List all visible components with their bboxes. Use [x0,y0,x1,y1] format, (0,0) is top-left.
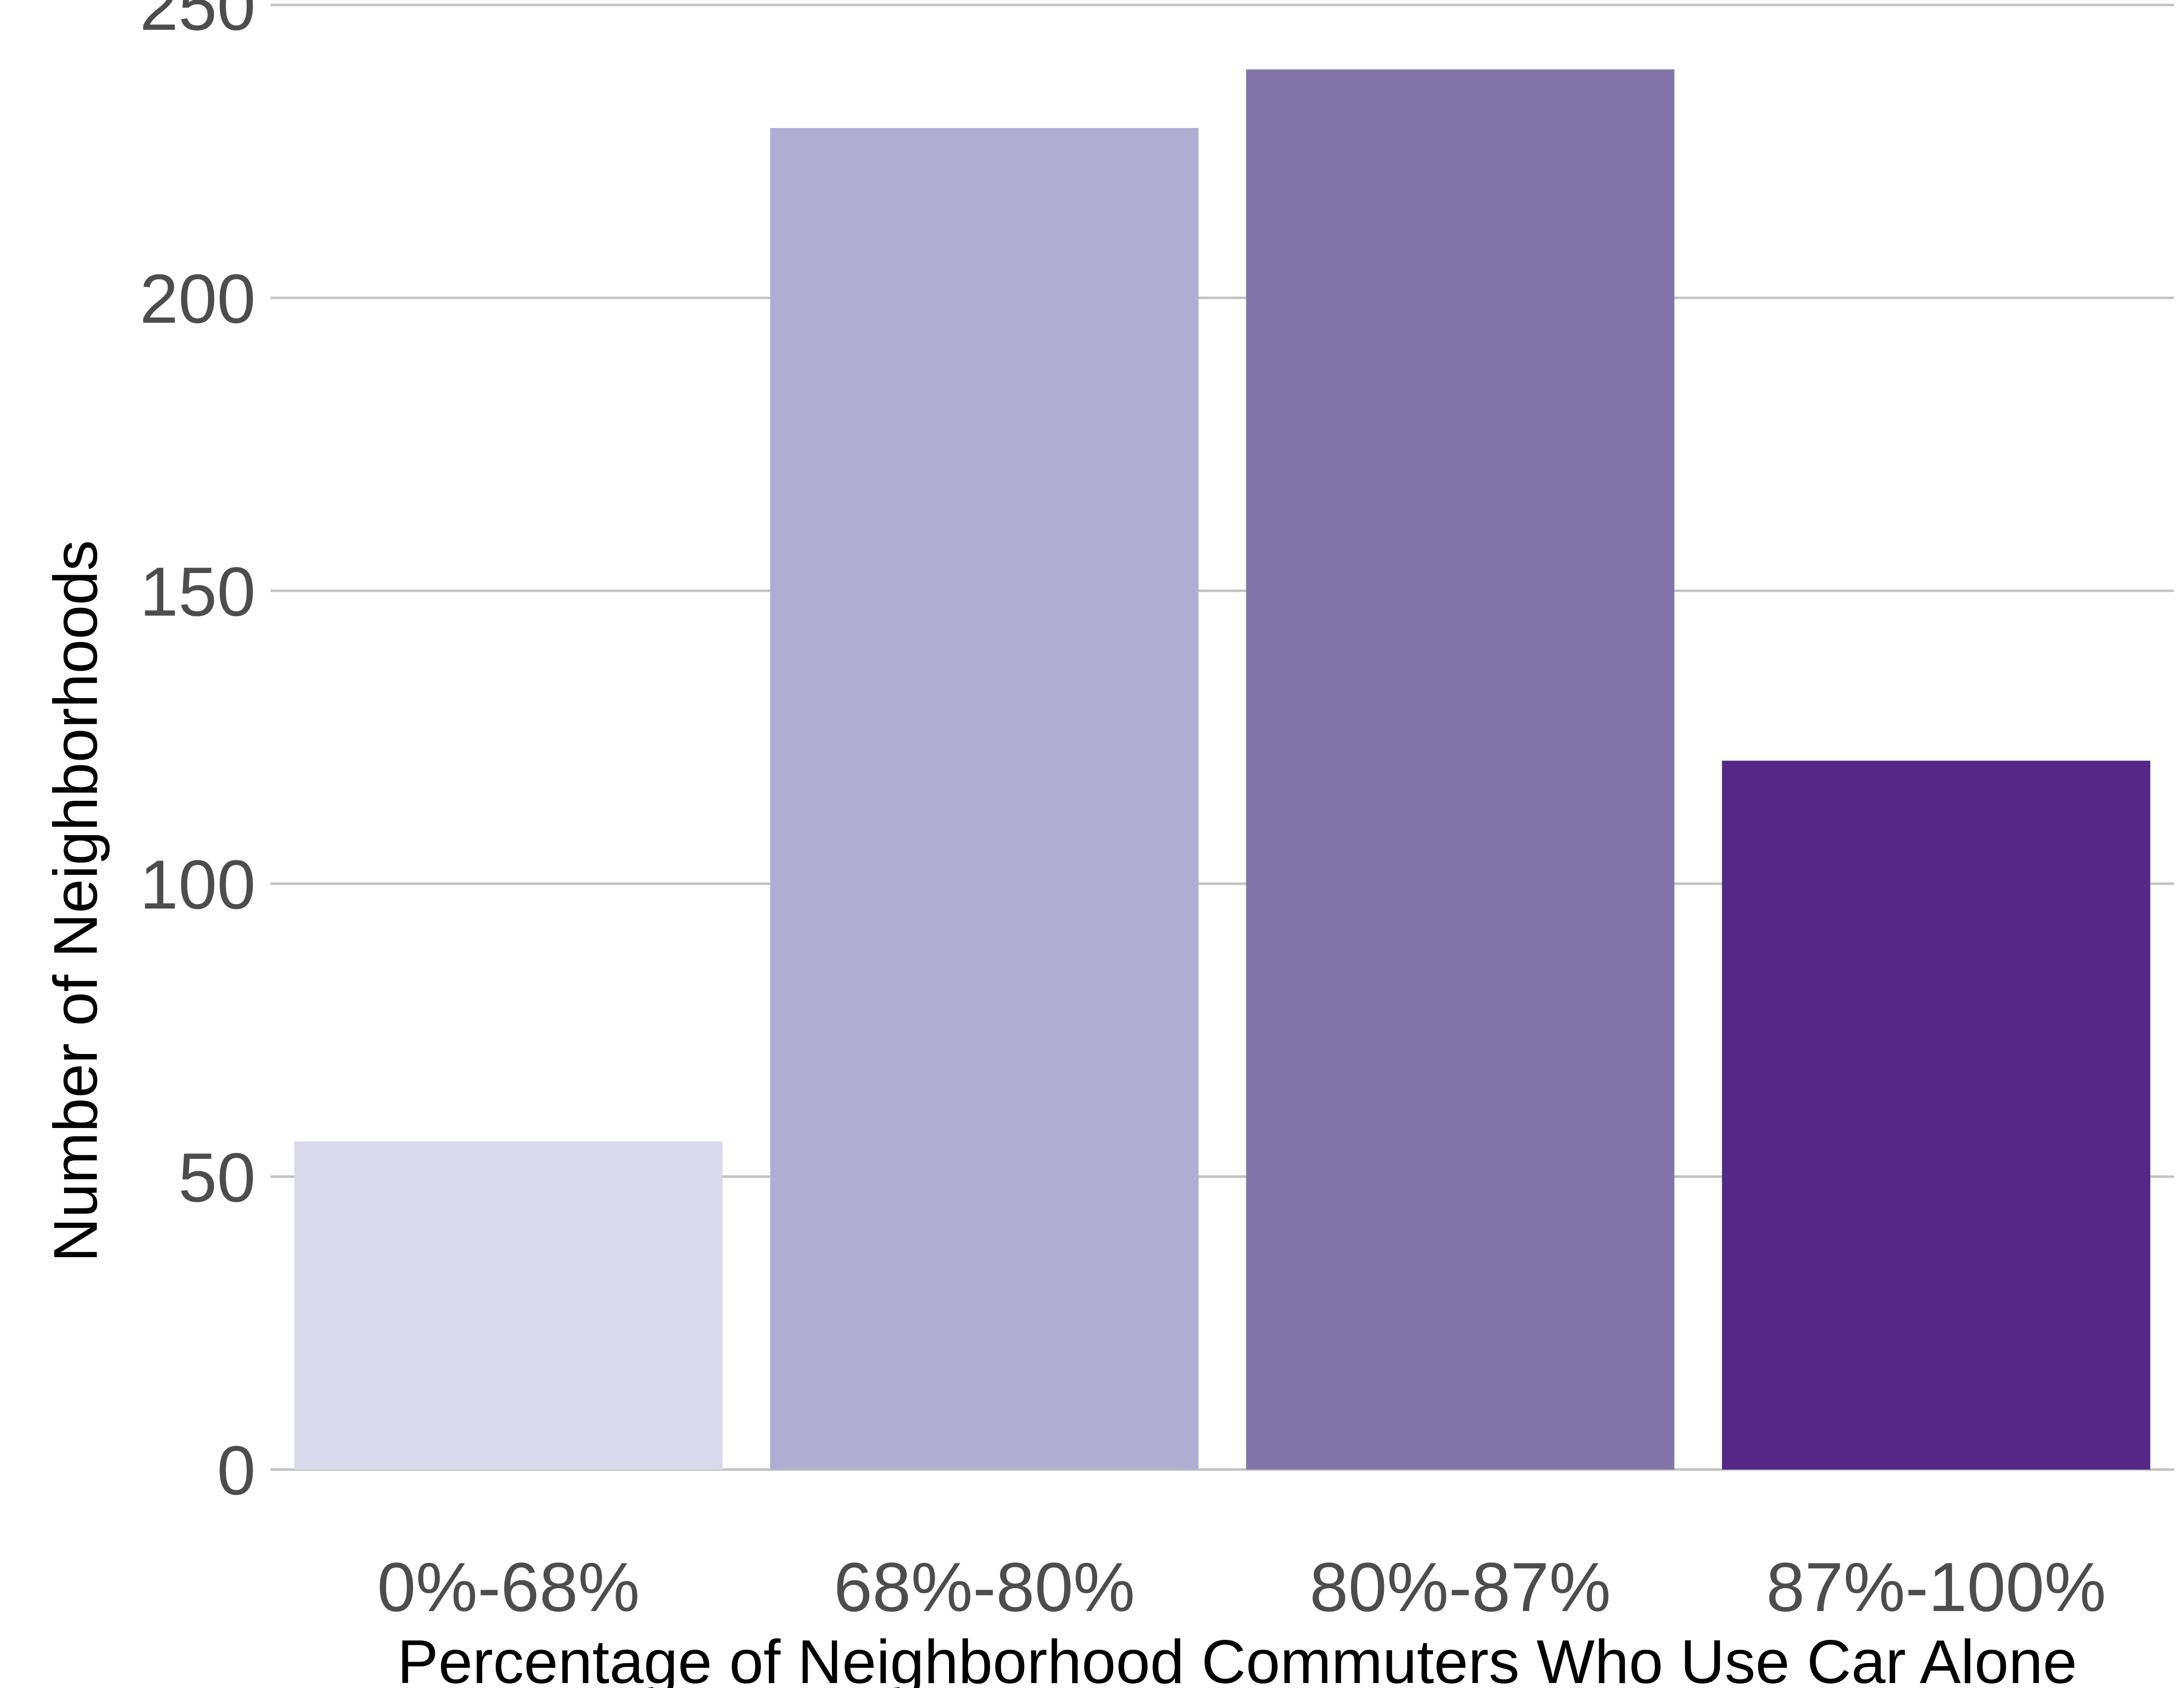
bar-4 [1722,761,2151,1470]
y-tick-label: 50 [178,1138,256,1216]
x-axis-title: Percentage of Neighborhood Commuters Who… [397,1628,2077,1688]
x-axis-ticks: 0%-68% 68%-80% 80%-87% 87%-100% [377,1548,2106,1626]
bar-1 [294,1141,723,1470]
y-axis-title: Number of Neighborhoods [42,540,110,1262]
bars [294,69,2151,1470]
y-tick-label: 100 [139,845,256,923]
x-tick-label: 0%-68% [377,1548,640,1626]
bar-2 [770,128,1199,1470]
y-tick-label: 150 [139,553,256,631]
y-tick-label: 200 [139,260,256,338]
x-tick-label: 87%-100% [1766,1548,2106,1626]
y-tick-label: 0 [217,1431,256,1509]
bar-3 [1246,69,1675,1470]
y-axis-ticks: 0 50 100 150 200 250 [139,0,256,1509]
x-tick-label: 68%-80% [834,1548,1135,1626]
y-tick-label: 250 [139,0,256,45]
x-tick-label: 80%-87% [1309,1548,1611,1626]
